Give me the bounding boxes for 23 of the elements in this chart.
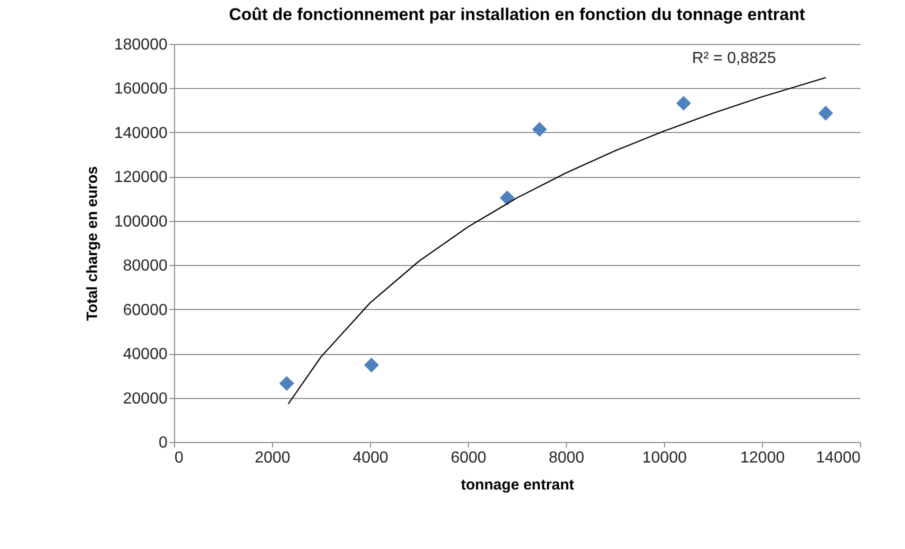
x-axis-title: tonnage entrant bbox=[460, 476, 574, 494]
chart-title: Coût de fonctionnement par installation en fonction du tonnage entrant bbox=[228, 5, 806, 24]
y-tick-label: 160000 bbox=[114, 80, 168, 98]
x-tick-label: 12000 bbox=[740, 450, 785, 466]
annotation: R² = 0,8825 bbox=[692, 50, 776, 67]
x-tick-label: 8000 bbox=[548, 450, 584, 466]
x-tick-label: 6000 bbox=[450, 450, 486, 466]
line-series bbox=[288, 77, 827, 405]
x-tick-label: 10000 bbox=[642, 450, 687, 466]
y-axis-title: Total charge en euros bbox=[84, 166, 102, 321]
y-tick-label: 0 bbox=[158, 434, 168, 452]
y-tick-label: 40000 bbox=[123, 346, 168, 364]
y-tick-label: 80000 bbox=[123, 258, 168, 275]
x-tick-label: 4000 bbox=[352, 450, 388, 466]
x-tick-label: 2000 bbox=[254, 450, 290, 466]
y-tick-label: 20000 bbox=[123, 390, 168, 408]
y-tick-label: 100000 bbox=[114, 213, 168, 230]
y-tick-label: 120000 bbox=[114, 169, 168, 186]
y-tick-label: 180000 bbox=[114, 36, 168, 54]
x-tick-label: 14000 bbox=[816, 450, 861, 466]
x-tick-label: 0 bbox=[174, 450, 184, 466]
y-tick-label: 60000 bbox=[123, 302, 168, 319]
y-tick-label: 140000 bbox=[114, 124, 168, 142]
